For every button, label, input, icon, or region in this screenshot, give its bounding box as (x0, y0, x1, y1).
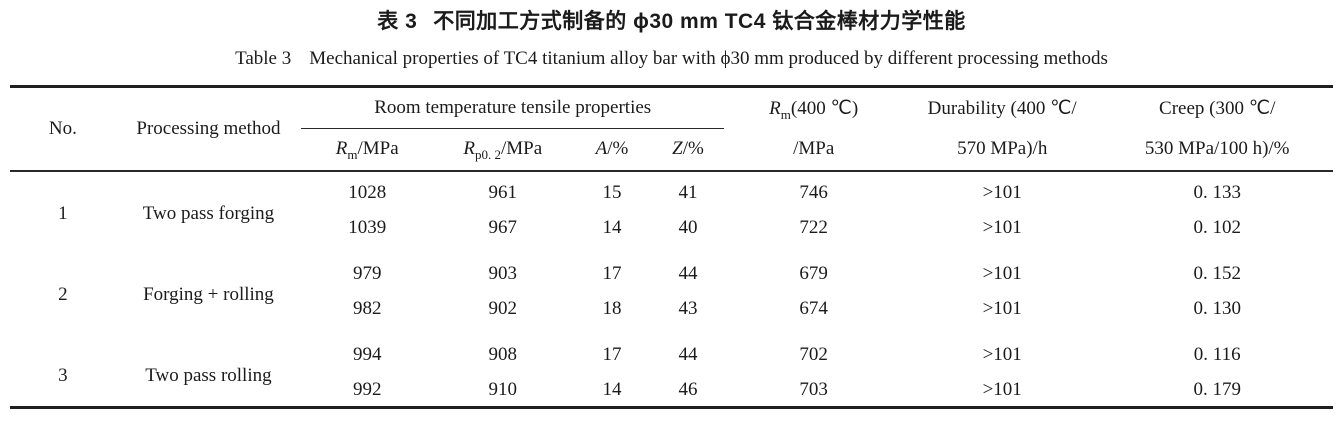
cell-reduction: 40 (678, 216, 698, 238)
table-number-zh: 表 3 (377, 10, 418, 33)
cell-durability: >101 (982, 343, 1022, 365)
cell-rm: 982 (352, 297, 382, 319)
cell-reduction: 44 (678, 343, 698, 365)
cell-rm-400: 702 (799, 343, 828, 365)
cell-rm-400: 746 (799, 181, 828, 203)
cell-elongation: 15 (602, 181, 622, 203)
header-line-2: /MPa (793, 138, 835, 160)
header-condition: (400 ℃) (790, 98, 859, 120)
col-group-header-tensile: Room temperature tensile properties (301, 86, 725, 130)
header-row-1: No. Processing method Room temperature t… (10, 86, 1333, 172)
cell-processing-method: Forging + rolling (143, 283, 274, 305)
header-line-1: Durability (400 ℃/ (927, 98, 1077, 120)
cell-reduction: 46 (678, 378, 698, 400)
col-header-durability: Durability (400 ℃/ 570 MPa)/h (902, 86, 1102, 172)
header-line-2: 530 MPa/100 h)/% (1144, 138, 1290, 160)
cell-durability: >101 (982, 378, 1022, 400)
table-title-zh: 表 3 不同加工方式制备的 ϕ30 mm TC4 钛合金棒材力学性能 (0, 8, 1343, 35)
header-unit: /MPa (357, 138, 399, 160)
table-number-en: Table 3 (235, 48, 292, 70)
mechanical-properties-table: No. Processing method Room temperature t… (10, 85, 1333, 409)
cell-rm-400: 703 (799, 378, 828, 400)
table-title-zh-text: 不同加工方式制备的 ϕ30 mm TC4 钛合金棒材力学性能 (433, 10, 966, 33)
cell-elongation: 14 (602, 378, 622, 400)
table-title-en: Table 3 Mechanical properties of TC4 tita… (0, 48, 1343, 71)
cell-rm: 992 (352, 378, 382, 400)
cell-durability: >101 (982, 297, 1022, 319)
symbol-R: R (335, 138, 348, 160)
cell-creep: 0. 102 (1193, 216, 1241, 238)
symbol-Z: Z (672, 138, 683, 160)
header-line-1: Creep (300 ℃/ (1159, 98, 1276, 120)
table-row: 3 Two pass rolling 994 908 17 44 702 >10… (10, 325, 1333, 385)
col-header-rm-400: Rm(400 ℃) /MPa (724, 86, 903, 172)
header-unit: /% (682, 138, 704, 160)
table-header: No. Processing method Room temperature t… (10, 86, 1333, 172)
cell-no: 1 (58, 202, 68, 224)
cell-rp02: 908 (488, 343, 518, 365)
cell-creep: 0. 179 (1193, 378, 1241, 400)
subscript-p02: p0. 2 (475, 147, 501, 163)
cell-no: 3 (58, 364, 68, 386)
col-header-processing-method: Processing method (115, 86, 302, 172)
cell-reduction: 43 (678, 297, 698, 319)
col-header-creep: Creep (300 ℃/ 530 MPa/100 h)/% (1101, 86, 1333, 172)
col-header-reduction: Z/% (651, 128, 725, 172)
header-line-2: 570 MPa)/h (957, 138, 1048, 160)
header-unit: /MPa (501, 138, 543, 160)
cell-durability: >101 (982, 216, 1022, 238)
cell-no: 2 (58, 283, 68, 305)
table-row: 1 Two pass forging 1028 961 15 41 746 >1… (10, 171, 1333, 223)
cell-elongation: 17 (602, 343, 622, 365)
cell-rm: 994 (352, 343, 382, 365)
table-row: 992 910 14 46 703 >101 0. 179 (10, 371, 1333, 408)
col-header-rm: Rm/MPa (301, 128, 434, 172)
subscript-m: m (780, 107, 791, 123)
cell-creep: 0. 133 (1193, 181, 1241, 203)
header-row-2: Rm/MPa Rp0. 2/MPa A/% Z/% (10, 128, 1333, 172)
col-header-rp02: Rp0. 2/MPa (433, 128, 573, 172)
cell-rp02: 961 (488, 181, 518, 203)
cell-rm: 1028 (348, 181, 387, 203)
cell-durability: >101 (982, 181, 1022, 203)
cell-processing-method: Two pass rolling (145, 364, 272, 386)
header-line-1: Rm(400 ℃) (726, 98, 901, 121)
cell-rp02: 903 (488, 262, 518, 284)
cell-rm-400: 722 (799, 216, 828, 238)
cell-reduction: 44 (678, 262, 698, 284)
col-header-no: No. (10, 86, 116, 172)
cell-rp02: 910 (488, 378, 518, 400)
cell-rp02: 902 (488, 297, 518, 319)
symbol-R: R (769, 98, 781, 120)
table-title-en-text: Mechanical properties of TC4 titanium al… (309, 48, 1108, 70)
subscript-m: m (347, 147, 358, 163)
col-header-elongation: A/% (572, 128, 652, 172)
cell-elongation: 17 (602, 262, 622, 284)
symbol-A: A (595, 138, 608, 160)
cell-elongation: 14 (602, 216, 622, 238)
cell-processing-method: Two pass forging (142, 202, 275, 224)
cell-durability: >101 (982, 262, 1022, 284)
table-row: 982 902 18 43 674 >101 0. 130 (10, 290, 1333, 325)
cell-rm-400: 679 (799, 262, 828, 284)
table-body: 1 Two pass forging 1028 961 15 41 746 >1… (10, 171, 1333, 408)
cell-elongation: 18 (602, 297, 622, 319)
cell-rm: 979 (352, 262, 382, 284)
cell-rm: 1039 (348, 216, 387, 238)
symbol-R: R (463, 138, 475, 160)
cell-creep: 0. 130 (1193, 297, 1241, 319)
cell-rm-400: 674 (799, 297, 828, 319)
cell-creep: 0. 152 (1193, 262, 1241, 284)
header-unit: /% (607, 138, 629, 160)
cell-rp02: 967 (488, 216, 518, 238)
cell-creep: 0. 116 (1193, 343, 1241, 365)
table-row: 2 Forging + rolling 979 903 17 44 679 >1… (10, 244, 1333, 304)
table-row: 1039 967 14 40 722 >101 0. 102 (10, 209, 1333, 244)
cell-reduction: 41 (678, 181, 698, 203)
